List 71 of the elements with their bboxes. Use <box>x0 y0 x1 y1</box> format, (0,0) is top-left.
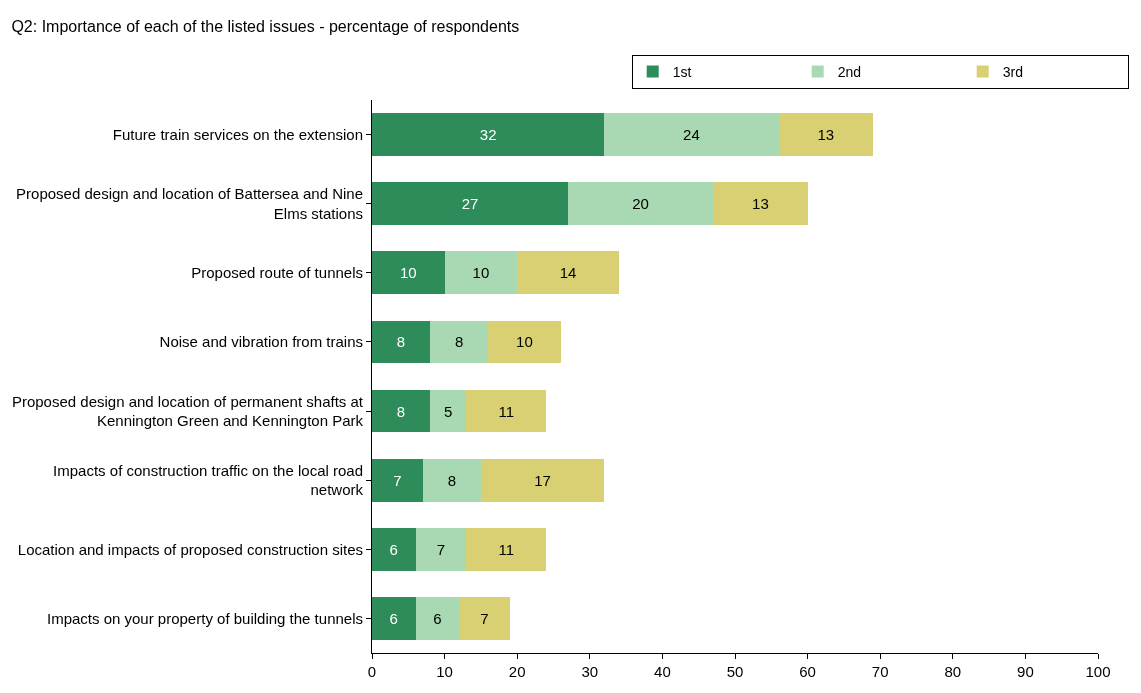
x-tick-label: 80 <box>944 663 962 680</box>
bar <box>372 458 423 502</box>
x-tick-label: 70 <box>871 663 889 680</box>
bar <box>488 320 561 364</box>
bar <box>372 527 416 571</box>
y-tick-label: Impacts on your property of building the tunnels <box>46 609 363 627</box>
bar <box>568 182 714 226</box>
data-label: 5 <box>444 402 453 420</box>
bar <box>415 597 460 640</box>
y-tick-label: Location and impacts of proposed construction sites <box>17 540 363 558</box>
x-tick-label: 50 <box>726 663 744 680</box>
data-label: 24 <box>683 126 700 144</box>
bar <box>604 113 779 156</box>
bar <box>517 251 619 295</box>
y-tick-label: Proposed design and location of Battersea and Nine Elms stations <box>16 185 363 222</box>
data-label: 7 <box>480 609 489 627</box>
legend-label: 2nd <box>837 64 862 80</box>
data-label: 20 <box>632 195 649 213</box>
bar <box>422 458 481 502</box>
y-tick-label: Impacts of construction traffic on the local road network <box>53 461 364 499</box>
data-label: 14 <box>559 264 577 282</box>
data-label: 13 <box>752 195 769 213</box>
bar <box>372 251 445 295</box>
bar <box>480 458 605 502</box>
bar <box>372 113 605 156</box>
x-tick-label: 90 <box>1017 663 1034 680</box>
data-label: 10 <box>399 264 417 282</box>
legend-label: 1st <box>672 64 692 80</box>
data-label: 13 <box>817 126 835 144</box>
bar <box>444 251 518 295</box>
data-label: 6 <box>389 609 398 627</box>
data-label: 8 <box>447 471 457 489</box>
chart-title: Q2: Importance of each of the listed issues - percentage of respondents <box>11 17 520 35</box>
bar <box>372 182 569 226</box>
bar <box>466 527 547 571</box>
bar <box>372 389 431 433</box>
data-label: 8 <box>396 333 406 351</box>
y-tick-label: Proposed design and location of permanent shafts at Kennington Green and Kennington Park <box>11 392 364 430</box>
y-tick-label: Future train services on the extension <box>112 125 363 143</box>
data-label: 10 <box>516 333 533 351</box>
x-tick-label: 20 <box>508 663 526 680</box>
bar <box>430 320 489 364</box>
data-label: 32 <box>479 126 497 144</box>
bar <box>372 597 416 640</box>
x-tick-label: 0 <box>367 663 377 680</box>
data-label: 17 <box>534 471 551 489</box>
bar <box>466 389 547 433</box>
data-label: 8 <box>454 333 464 351</box>
x-tick-label: 30 <box>581 663 599 680</box>
data-label: 7 <box>436 540 446 558</box>
data-label: 8 <box>396 402 406 420</box>
x-tick-label: 60 <box>799 663 816 680</box>
data-label: 11 <box>498 402 515 420</box>
bar <box>430 389 467 433</box>
data-label: 27 <box>461 195 479 213</box>
data-label: 6 <box>389 540 398 558</box>
data-label: 7 <box>393 471 402 489</box>
data-label: 10 <box>472 264 490 282</box>
legend-label: 3rd <box>1002 64 1023 80</box>
bar <box>713 182 808 226</box>
x-tick-label: 100 <box>1085 663 1111 680</box>
data-label: 6 <box>433 609 442 627</box>
data-label: 11 <box>498 540 515 558</box>
bar <box>778 113 873 156</box>
bar <box>415 527 467 571</box>
y-tick-label: Noise and vibration from trains <box>159 333 363 351</box>
bar <box>459 597 510 640</box>
bar <box>372 320 431 364</box>
x-tick-label: 40 <box>654 663 671 680</box>
x-tick-label: 10 <box>436 663 453 680</box>
y-tick-label: Proposed route of tunnels <box>191 264 363 282</box>
